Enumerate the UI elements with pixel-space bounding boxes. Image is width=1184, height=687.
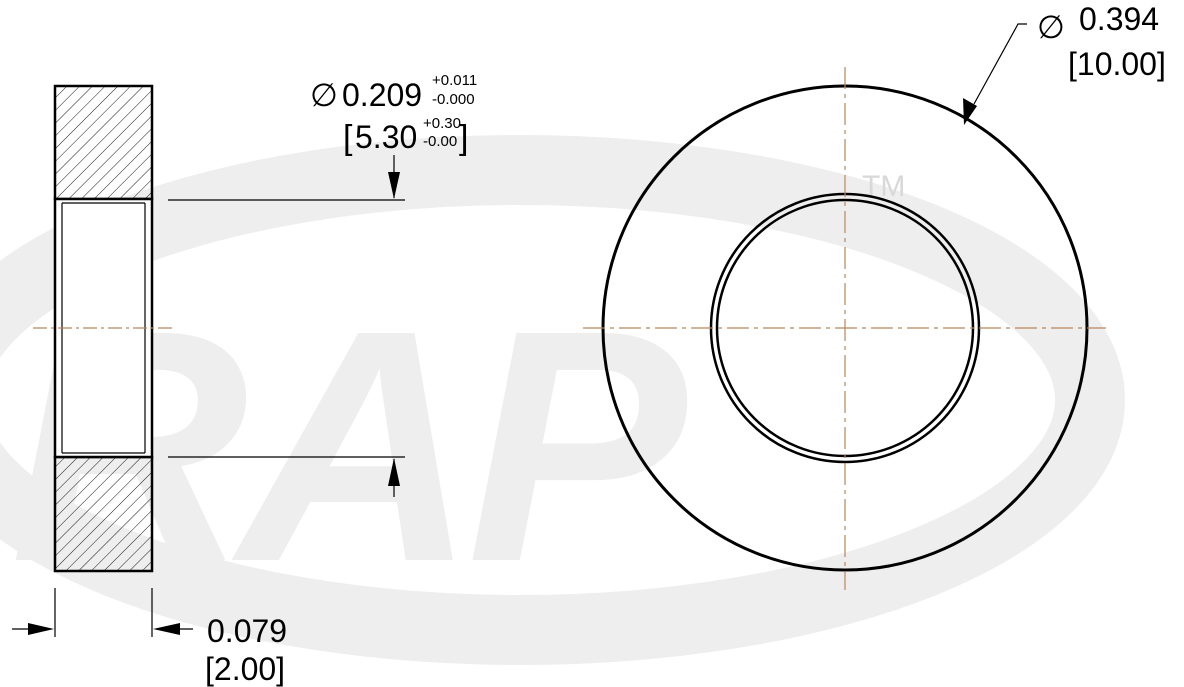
front-view: [583, 67, 1106, 590]
outer-diameter-leader: [973, 23, 1027, 105]
watermark-trademark: TM: [862, 170, 905, 203]
thickness-dimension: 0.079 [2.00]: [12, 588, 287, 687]
inner-diameter-bracket-close: ]: [459, 119, 468, 157]
arrow-down-icon: [388, 172, 400, 199]
outer-diameter-symbol: ∅: [1037, 9, 1065, 45]
outer-diameter-value-in: 0.394: [1079, 1, 1159, 37]
thickness-value-mm: [2.00]: [205, 651, 285, 687]
hatched-section-bottom: [53, 455, 154, 573]
outer-diameter-dimension: ∅ 0.394 [10.00]: [963, 1, 1166, 125]
inner-diameter-bracket-open: [: [343, 119, 353, 157]
arrow-left-icon: [153, 623, 180, 635]
inner-diameter-tol-minus-in: -0.000: [432, 91, 475, 108]
outer-diameter-value-mm: [10.00]: [1068, 46, 1166, 82]
inner-diameter-tol-plus-in: +0.011: [432, 72, 477, 89]
watermark-swoosh: [0, 135, 1125, 665]
inner-diameter-value-in: 0.209: [342, 77, 422, 113]
arrow-up-icon: [388, 458, 400, 486]
arrow-diagonal-icon: [963, 98, 977, 125]
watermark-logo: RAP TM: [0, 135, 1125, 665]
inner-diameter-tol-plus-mm: +0.30: [423, 115, 461, 132]
inner-diameter-tol-minus-mm: -0.00: [423, 133, 457, 150]
inner-diameter-dimension: ∅ 0.209 +0.011 -0.000 [ 5.30 +0.30 -0.00…: [168, 72, 477, 497]
inner-diameter-symbol: ∅: [310, 77, 338, 113]
arrow-right-icon: [28, 623, 54, 635]
hatched-section-top: [53, 84, 154, 201]
inner-diameter-value-mm: 5.30: [355, 119, 417, 155]
side-section-view: [33, 84, 172, 573]
thickness-value-in: 0.079: [207, 613, 287, 649]
